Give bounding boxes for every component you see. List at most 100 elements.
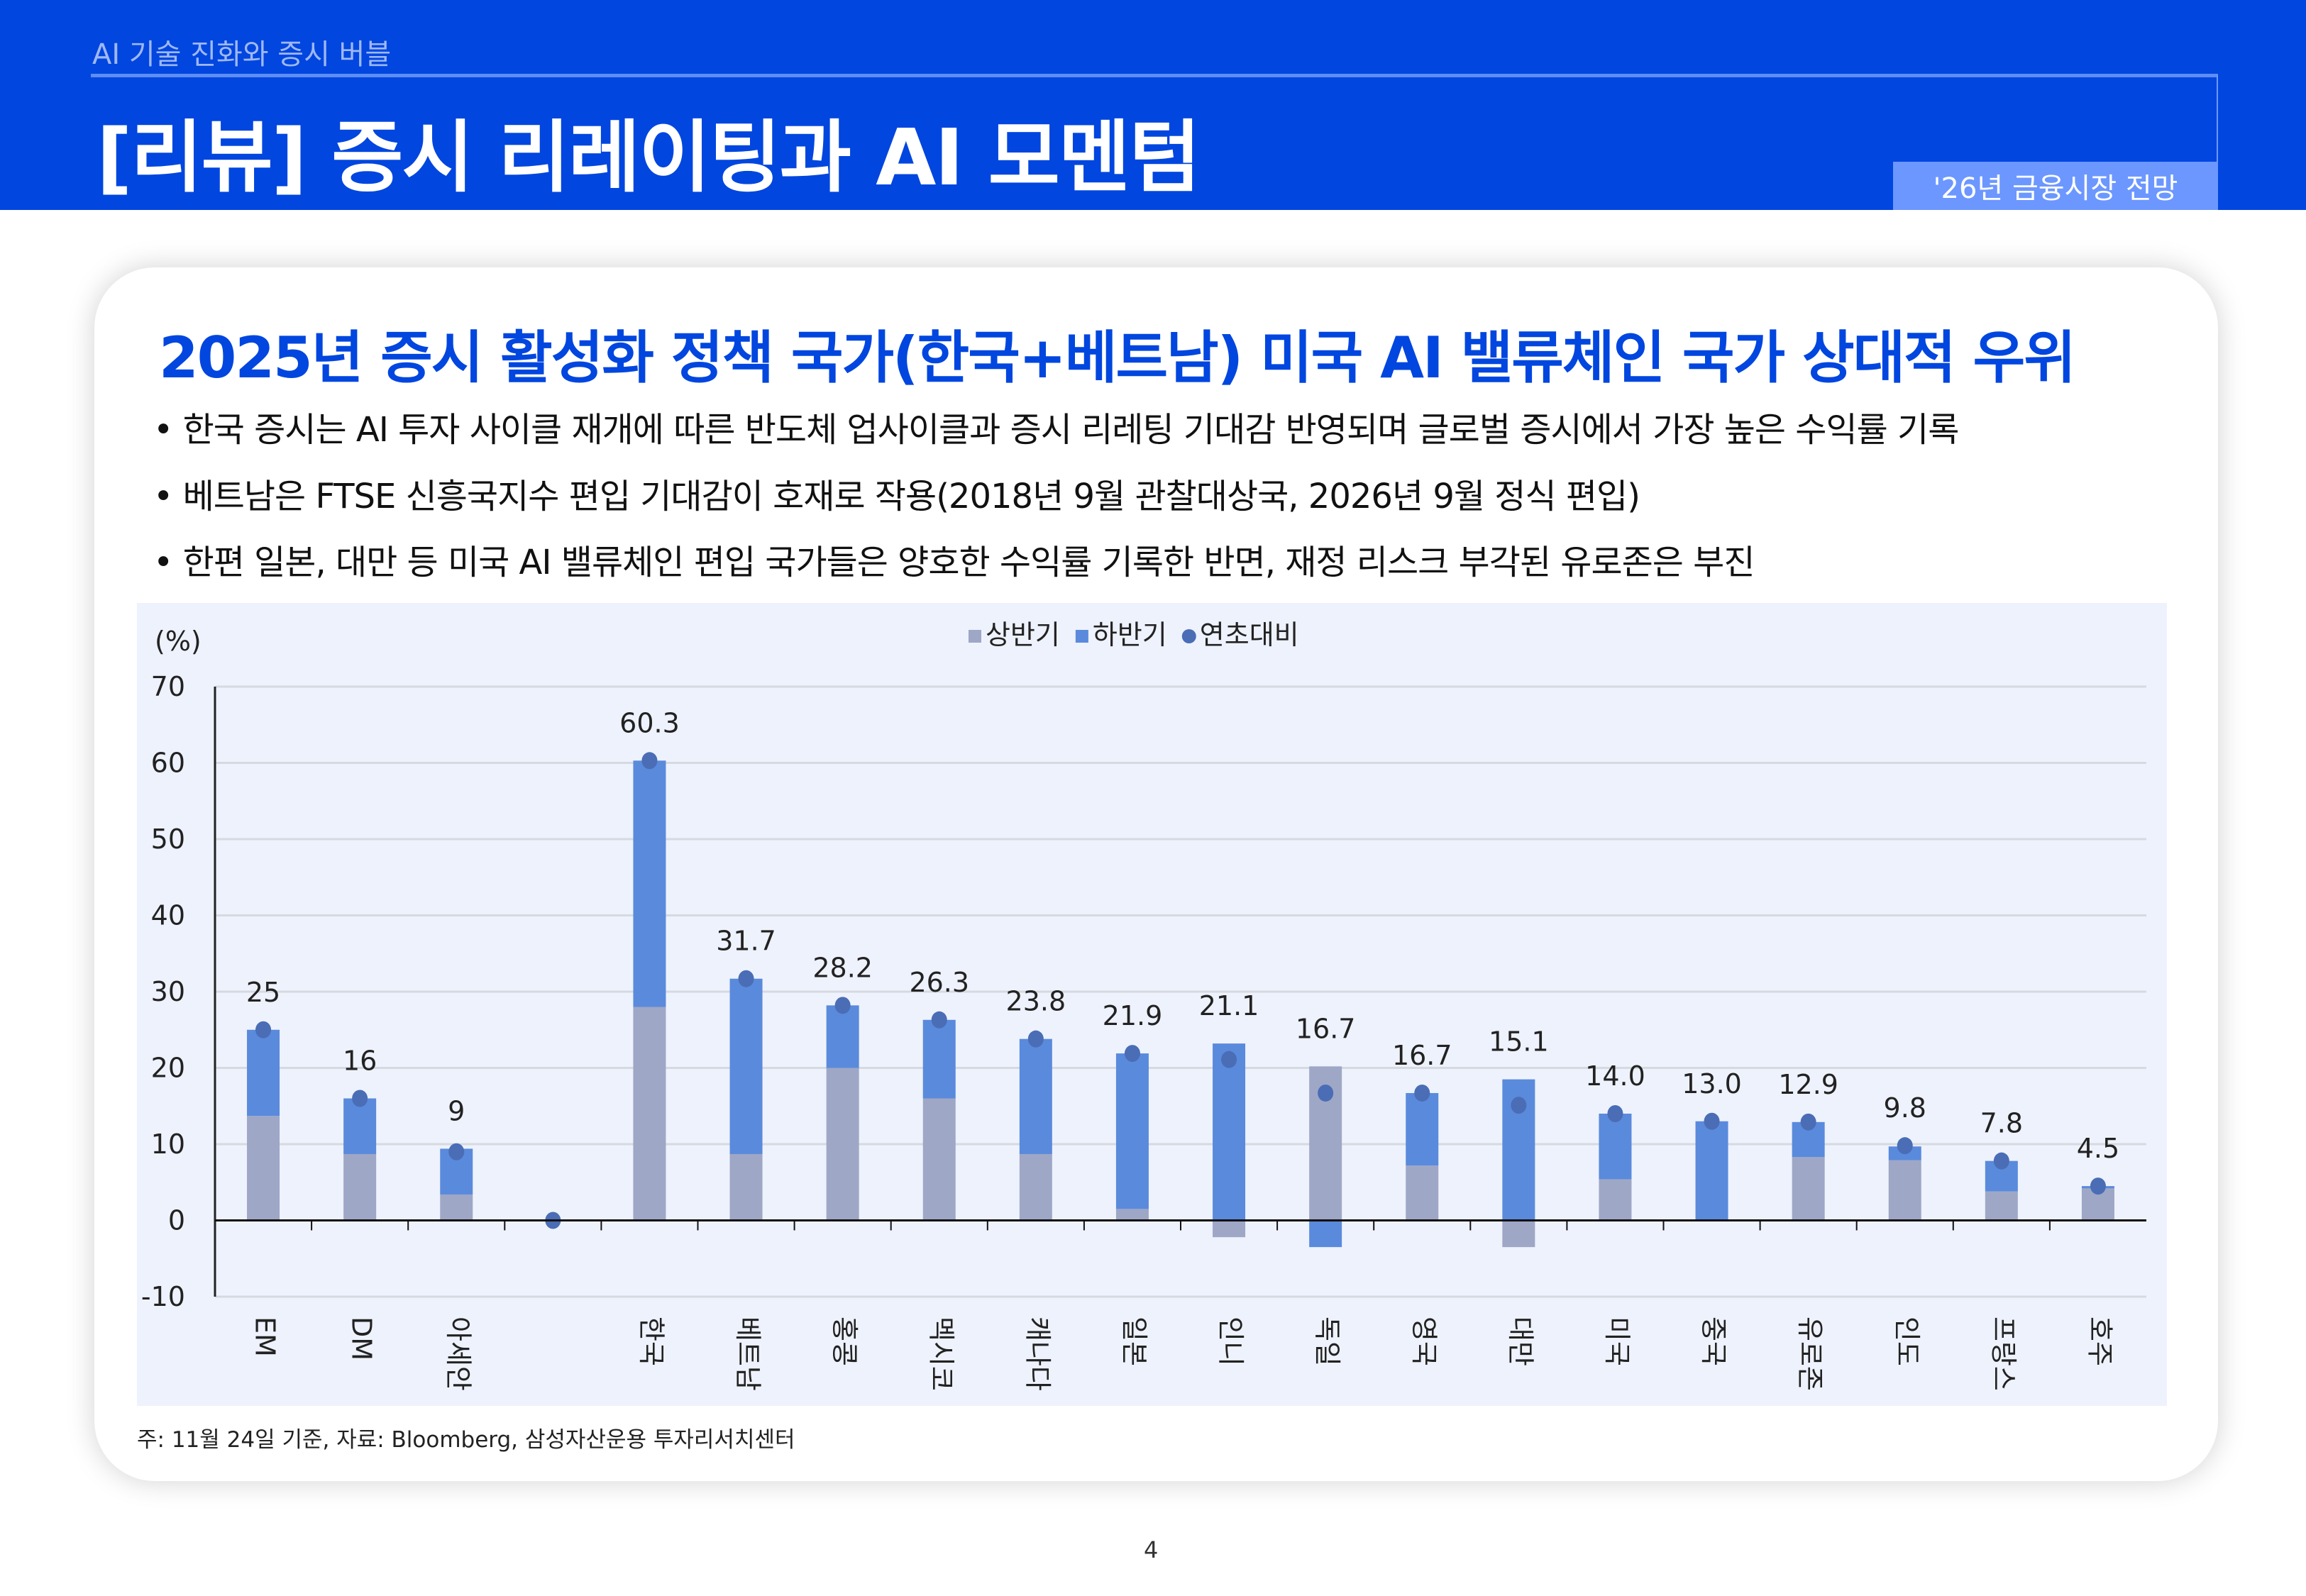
total-return-dot [738,970,754,987]
chart-area: (%) 상반기 하반기 연초대비 25 16 9 60.3 31.7 28.2 26.3 23.8… [137,603,2167,1406]
first-half-bar [1792,1157,1825,1221]
x-category-label: 중국 [1698,1317,1729,1366]
y-tick-label: 50 [151,824,185,855]
total-return-dot [1800,1113,1816,1131]
y-tick-label: -10 [141,1281,185,1312]
total-return-dot [352,1090,368,1107]
first-half-bar [343,1153,377,1221]
second-half-bar [1599,1114,1632,1180]
report-badge: '26년 금융시장 전망 [1893,162,2218,210]
data-label: 15.1 [1489,1026,1549,1058]
first-half-bar [729,1153,763,1221]
first-half-bar [1406,1165,1439,1221]
y-tick-label: 0 [168,1205,185,1236]
legend-label: 연초대비 [1200,619,1299,650]
second-half-bar [1406,1092,1439,1166]
second-half-bar [1213,1043,1246,1221]
second-half-bar [343,1098,377,1154]
data-label: 21.9 [1103,1000,1163,1031]
total-return-dot [1704,1112,1720,1130]
x-category-label: 홍콩 [829,1317,860,1366]
bullet-item: • 한편 일본, 대만 등 미국 AI 밸류체인 편입 국가들은 양호한 수익률… [153,543,1755,582]
data-label: 13.0 [1682,1068,1742,1099]
legend-marker [1075,630,1088,643]
first-half-bar [1213,1220,1246,1238]
x-category-label: DM [346,1317,377,1361]
data-label: 9 [448,1095,465,1126]
second-half-bar [247,1029,280,1116]
x-category-label: 유로존 [1794,1317,1826,1391]
data-label: 4.5 [2077,1133,2119,1164]
first-half-bar [440,1194,473,1221]
y-axis-unit: (%) [155,626,202,657]
x-category-label: 아세안 [443,1317,474,1391]
y-tick-label: 10 [151,1129,185,1160]
x-category-label: 베트남 [732,1317,763,1391]
x-category-label: 대만 [1505,1317,1536,1366]
y-tick-label: 60 [151,748,185,779]
second-half-bar [633,760,666,1007]
total-return-dot [1414,1084,1430,1102]
page-title: [리뷰] 증시 리레이팅과 AI 모멘텀 [96,112,1201,203]
x-category-label: EM [250,1317,281,1357]
second-half-bar [1115,1053,1149,1209]
data-label: 7.8 [1980,1108,2023,1139]
data-label: 12.9 [1778,1069,1838,1100]
data-label: 14.0 [1585,1060,1645,1092]
total-return-dot [641,752,658,770]
first-half-bar [1019,1153,1052,1221]
legend: 상반기 하반기 연초대비 [969,619,1299,650]
data-label: 9.8 [1884,1092,1926,1124]
total-return-dot [834,997,851,1014]
second-half-bar [922,1019,956,1099]
total-return-dot [1897,1137,1913,1155]
data-label: 16 [343,1046,377,1077]
total-return-dot [2090,1177,2106,1195]
total-return-dot [1511,1097,1527,1114]
total-return-dot [1124,1045,1140,1063]
bullet-item: • 베트남은 FTSE 신흥국지수 편입 기대감이 호재로 작용(2018년 9… [153,477,1640,516]
data-label: 26.3 [909,967,969,998]
total-return-dot [1993,1152,2009,1170]
x-category-label: 한국 [636,1317,667,1366]
page-number: 4 [1144,1536,1159,1563]
first-half-bar [1115,1209,1149,1221]
header-banner: AI 기술 진화와 증시 버블 [리뷰] 증시 리레이팅과 AI 모멘텀 '26… [0,0,2306,210]
total-return-dot [1221,1051,1237,1068]
x-category-label: 일본 [1118,1317,1149,1366]
x-category-label: 멕시코 [925,1317,956,1391]
data-label: 25 [246,977,280,1008]
bullet-item: • 한국 증시는 AI 투자 사이클 재개에 따른 반도체 업사이클과 증시 리… [153,410,1959,450]
second-half-bar [1019,1038,1052,1154]
x-category-label: 프랑스 [1987,1317,2019,1391]
first-half-bar [1502,1220,1535,1248]
header-divider [91,74,2218,77]
first-half-bar [1599,1179,1632,1221]
x-category-label: 영국 [1408,1317,1440,1366]
y-tick-label: 40 [151,900,185,931]
data-label: 16.7 [1296,1013,1356,1044]
total-return-dot [1607,1105,1623,1122]
x-category-label: 독일 [1312,1317,1343,1366]
y-tick-label: 30 [151,976,185,1007]
x-category-label: 호주 [2084,1317,2115,1366]
stacked-bar-chart: (%) 상반기 하반기 연초대비 25 16 9 60.3 31.7 28.2 26.3 23.8… [141,619,2146,1391]
y-tick-label: 20 [151,1053,185,1084]
first-half-bar [247,1116,280,1221]
legend-label: 하반기 [1093,619,1167,650]
source-footnote: 주: 11월 24일 기준, 자료: Bloomberg, 삼성자산운용 투자리… [137,1427,795,1453]
legend-label: 상반기 [986,619,1060,650]
x-category-label: 미국 [1601,1317,1633,1366]
total-return-dot [931,1011,947,1029]
second-half-bar [729,978,763,1154]
legend-marker [969,630,981,643]
first-half-bar [922,1098,956,1221]
data-label: 28.2 [812,952,873,983]
legend-marker-dot [1181,629,1196,643]
first-half-bar [1985,1191,2018,1221]
header-divider-vertical [2217,75,2218,163]
total-return-dot [255,1021,272,1038]
card-heading: 2025년 증시 활성화 정책 국가(한국+베트남) 미국 AI 밸류체인 국가… [159,325,2076,391]
first-half-bar [633,1007,666,1221]
first-half-bar [1888,1160,1921,1221]
